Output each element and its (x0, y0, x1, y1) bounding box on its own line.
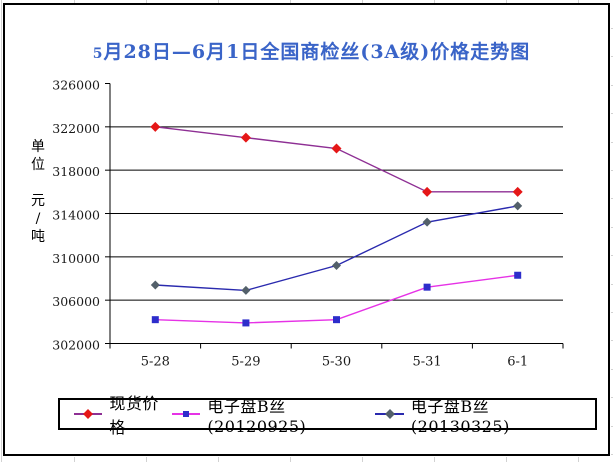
legend-line-sample-0 (74, 409, 103, 419)
data-point-1-5-30 (333, 316, 340, 324)
sheet-column-line (434, 0, 435, 3)
sheet-column-line (218, 0, 219, 3)
data-point-0-5-29 (240, 132, 251, 143)
sheet-column-line (74, 457, 75, 462)
sheet-column-line (290, 457, 291, 462)
y-tick-label: 322000 (52, 121, 100, 136)
y-tick-label: 302000 (52, 338, 100, 353)
sheet-column-line (578, 457, 579, 462)
data-point-2-5-28 (150, 280, 160, 290)
data-point-0-5-30 (331, 143, 342, 154)
x-tick-label: 5-28 (141, 355, 170, 370)
data-point-0-5-28 (150, 121, 161, 132)
series-line-1 (155, 274, 518, 324)
sheet-row-line (611, 454, 613, 455)
data-point-2-6-1 (513, 201, 523, 211)
x-tick-label: 5-31 (412, 355, 441, 370)
data-point-1-6-1 (514, 271, 522, 279)
sheet-column-line (290, 0, 291, 3)
sheet-row-line (611, 142, 613, 143)
data-point-1-5-28 (151, 316, 159, 324)
sheet-row-line (611, 170, 613, 171)
sheet-column-line (362, 457, 363, 462)
data-point-1-5-29 (242, 319, 250, 327)
sheet-row-line (611, 397, 613, 398)
data-point-0-6-1 (512, 186, 523, 197)
sheet-column-line (506, 0, 507, 3)
legend-label-1: 电子盘B丝(20120925) (207, 396, 307, 436)
sheet-row-line (611, 284, 613, 285)
y-axis-title: 单 位 元 / 吨 (31, 139, 45, 245)
x-tick-label: 5-30 (322, 355, 351, 370)
series-line-0 (155, 126, 518, 193)
sheet-column-line (578, 0, 579, 3)
legend-square-marker-1 (183, 411, 190, 417)
series-line-2 (155, 205, 518, 292)
data-point-0-5-31 (422, 186, 433, 197)
price-trend-chart: 5月28日—6月1日全国商检丝(3A级)价格走势图 单 位 元 / 吨 现货价格… (3, 3, 610, 456)
legend-line-sample-2 (375, 409, 404, 419)
y-tick-label: 326000 (52, 78, 100, 93)
sheet-column-line (506, 457, 507, 462)
y-tick-label: 314000 (52, 208, 100, 223)
data-point-1-5-31 (423, 283, 431, 291)
sheet-row-line (611, 28, 613, 29)
legend-item-1: 电子盘B丝(20120925) (171, 393, 376, 436)
sheet-row-line (611, 113, 613, 114)
legend: 现货价格 电子盘B丝(20120925) 电子盘B丝(20130325) (58, 394, 597, 437)
legend-line-sample-1 (171, 411, 201, 417)
sheet-column-line (434, 457, 435, 462)
y-tick-label: 318000 (52, 164, 100, 179)
sheet-column-line (146, 0, 147, 3)
x-tick-label: 5-29 (231, 355, 260, 370)
sheet-row-line (611, 56, 613, 57)
y-tick-label: 310000 (52, 251, 100, 266)
legend-item-0: 现货价格 (74, 390, 172, 438)
data-point-2-5-31 (422, 217, 432, 227)
data-point-2-5-30 (332, 261, 341, 270)
sheet-column-line (74, 0, 75, 3)
legend-label-2: 电子盘B丝(20130325) (410, 396, 510, 436)
sheet-column-line (146, 457, 147, 462)
sheet-column-line (362, 0, 363, 3)
sheet-row-line (611, 369, 613, 370)
chart-title: 5月28日—6月1日全国商检丝(3A级)价格走势图 (92, 41, 531, 63)
x-tick-label: 6-1 (507, 355, 528, 370)
y-tick-label: 306000 (52, 294, 100, 309)
sheet-row-line (611, 312, 613, 313)
data-point-2-5-29 (241, 285, 251, 295)
sheet-row-line (611, 426, 613, 427)
legend-item-2: 电子盘B丝(20130325) (375, 393, 579, 436)
sheet-row-line (611, 227, 613, 228)
sheet-column-line (218, 457, 219, 462)
sheet-row-line (611, 340, 613, 341)
legend-label-0: 现货价格 (109, 394, 159, 437)
sheet-row-line (611, 85, 613, 86)
sheet-row-line (611, 255, 613, 256)
sheet-left-border-line (1, 0, 2, 462)
sheet-row-line (611, 198, 613, 199)
